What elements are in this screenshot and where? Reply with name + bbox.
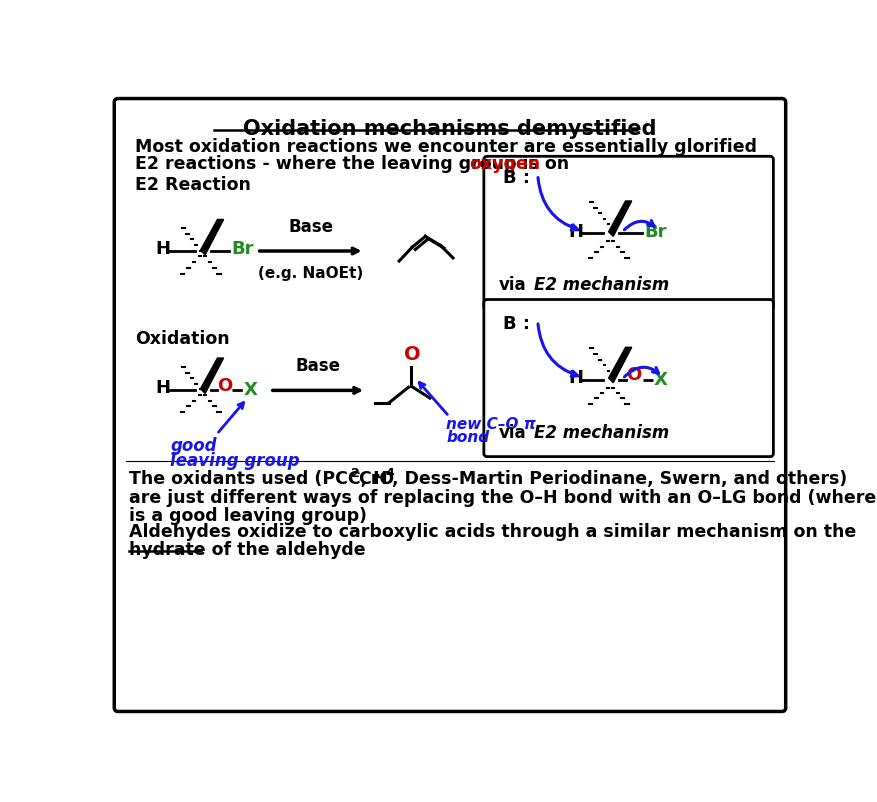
Text: Oxidation: Oxidation — [135, 330, 230, 348]
Text: B :: B : — [503, 169, 530, 188]
Text: The oxidants used (PCC, H: The oxidants used (PCC, H — [129, 471, 387, 488]
Text: Aldehydes oxidize to carboxylic acids through a similar mechanism on the: Aldehydes oxidize to carboxylic acids th… — [129, 523, 855, 541]
Text: Base: Base — [288, 218, 332, 237]
Text: (e.g. NaOEt): (e.g. NaOEt) — [258, 265, 363, 281]
Text: E2 reactions - where the leaving group is on: E2 reactions - where the leaving group i… — [135, 155, 574, 172]
FancyBboxPatch shape — [114, 99, 785, 711]
Polygon shape — [608, 347, 631, 383]
Text: oxygen: oxygen — [468, 155, 539, 172]
Text: Oxidation mechanisms demystified: Oxidation mechanisms demystified — [243, 119, 656, 139]
Text: good: good — [170, 436, 217, 455]
Text: 4: 4 — [385, 468, 394, 480]
Text: H: H — [568, 223, 583, 241]
Text: H: H — [568, 369, 583, 387]
Text: H: H — [155, 241, 170, 258]
Text: O: O — [403, 346, 420, 364]
Text: leaving group: leaving group — [170, 452, 300, 470]
Text: B :: B : — [503, 315, 530, 333]
Text: O: O — [625, 366, 641, 384]
Text: Most oxidation reactions we encounter are essentially glorified: Most oxidation reactions we encounter ar… — [135, 138, 756, 156]
Polygon shape — [200, 220, 224, 255]
FancyBboxPatch shape — [483, 156, 773, 310]
Text: Br: Br — [644, 223, 666, 241]
Text: hydrate of the aldehyde: hydrate of the aldehyde — [129, 541, 365, 559]
Text: via: via — [498, 276, 525, 294]
Text: 2: 2 — [350, 468, 359, 480]
Text: O: O — [217, 377, 232, 395]
Text: new C–O π: new C–O π — [446, 416, 535, 431]
Text: Base: Base — [295, 357, 339, 375]
Text: Br: Br — [232, 241, 253, 258]
Text: is a good leaving group): is a good leaving group) — [129, 508, 367, 525]
Text: bond: bond — [446, 431, 488, 445]
Polygon shape — [608, 201, 631, 237]
Text: H: H — [155, 379, 170, 397]
Text: are just different ways of replacing the O–H bond with an O–LG bond (where LG: are just different ways of replacing the… — [129, 489, 877, 507]
FancyBboxPatch shape — [483, 299, 773, 456]
Text: via: via — [498, 424, 525, 442]
Text: E2 mechanism: E2 mechanism — [533, 424, 668, 442]
Text: CrO: CrO — [358, 471, 394, 488]
Text: E2 Reaction: E2 Reaction — [135, 176, 251, 194]
Text: X: X — [653, 371, 667, 389]
Text: , Dess-Martin Periodinane, Swern, and others): , Dess-Martin Periodinane, Swern, and ot… — [392, 471, 846, 488]
Polygon shape — [200, 358, 224, 394]
Text: E2 mechanism: E2 mechanism — [533, 276, 668, 294]
Text: X: X — [243, 382, 257, 399]
